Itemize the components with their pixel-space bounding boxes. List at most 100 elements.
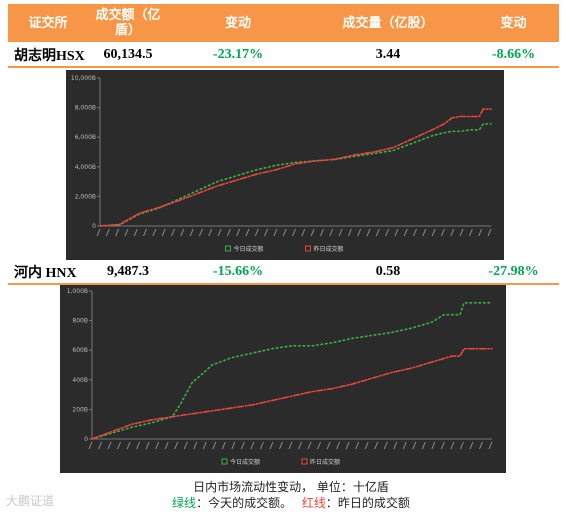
y-tick-label: 0 [84, 436, 88, 443]
series-line-yesterday [91, 347, 493, 440]
x-tick [301, 228, 306, 237]
exchange-name: 河内 HNX [14, 266, 77, 281]
x-tick [198, 228, 203, 237]
col-volume-change-header: 变动 [500, 15, 527, 31]
x-tick [264, 228, 269, 237]
legend-label: 昨日成交额 [310, 458, 340, 466]
x-tick [440, 228, 445, 237]
x-tick [468, 228, 473, 237]
x-tick [174, 441, 179, 450]
x-tick [329, 228, 334, 237]
x-tick [319, 228, 324, 237]
x-tick [440, 441, 445, 450]
y-tick-label: 10,000B [71, 75, 96, 82]
x-tick [273, 228, 278, 237]
x-tick [469, 441, 474, 450]
green-text: ：今天的成交额。 [196, 496, 293, 510]
table-header: 证交所 成交额（亿盾） 变动 成交量（亿股） 变动 [8, 4, 559, 42]
series-line-today [99, 123, 492, 227]
x-tick [115, 228, 120, 237]
caption-unit: 日内市场流动性变动， 单位：十亿盾 [193, 480, 389, 494]
x-tick [189, 228, 194, 237]
x-tick [355, 441, 360, 450]
x-tick [431, 228, 436, 237]
x-tick [240, 441, 245, 450]
x-tick [479, 441, 483, 450]
red-text: ：昨日的成交额 [325, 496, 410, 510]
x-tick [338, 228, 343, 237]
x-tick [155, 441, 160, 450]
legend-label: 今日成交额 [234, 245, 264, 253]
x-tick [105, 228, 110, 237]
x-tick [478, 228, 483, 237]
x-tick [393, 441, 398, 450]
value-change-cell: -15.66% [212, 264, 264, 279]
x-tick [152, 228, 157, 237]
x-tick [133, 228, 138, 237]
volume-cell: 3.44 [375, 47, 401, 62]
x-tick [345, 441, 350, 450]
caption-legend: 绿线：今天的成交额。 红线：昨日的成交额 [0, 494, 582, 511]
x-tick [374, 441, 379, 450]
x-tick [366, 228, 371, 237]
x-tick [459, 441, 464, 450]
x-tick [180, 228, 185, 237]
x-tick [231, 441, 236, 450]
x-tick [422, 228, 427, 237]
legend-swatch [225, 245, 231, 252]
y-tick-label: 200B [72, 406, 88, 413]
legend-swatch [221, 458, 228, 465]
y-tick-label: 400B [72, 377, 88, 384]
exchange-name: 胡志明HSX [14, 49, 85, 64]
x-tick [307, 441, 312, 450]
x-tick [394, 228, 399, 237]
x-tick [183, 441, 188, 450]
x-tick [310, 228, 315, 237]
x-tick [487, 228, 492, 237]
x-tick [412, 441, 417, 450]
value-cell: 9,487.3 [107, 264, 149, 279]
x-tick [298, 441, 302, 450]
x-tick [292, 228, 296, 237]
value-change-cell: -23.17% [212, 47, 264, 62]
x-tick [221, 441, 226, 450]
x-tick [208, 228, 213, 237]
col-value-change-header: 变动 [224, 15, 251, 31]
x-tick [288, 441, 293, 450]
x-tick [385, 228, 390, 237]
x-tick [488, 441, 493, 450]
green-label: 绿线 [172, 496, 197, 510]
col-exchange-header: 证交所 [28, 15, 68, 31]
y-tick-label: 8,000B [75, 105, 96, 112]
x-tick [357, 228, 362, 237]
hnx-chart: 0 200B 400B 600B 800B 1,000B 今日成交额 昨日成交额 [60, 285, 506, 473]
x-tick [254, 228, 259, 237]
x-tick [236, 228, 241, 237]
volume-change-cell: -27.98% [488, 264, 539, 279]
x-tick [126, 441, 131, 450]
x-tick [402, 441, 407, 450]
x-tick [250, 441, 255, 450]
y-tick-label: 0 [92, 223, 96, 230]
x-tick [88, 441, 93, 450]
legend-swatch [305, 245, 311, 252]
x-tick [96, 228, 101, 237]
x-tick [317, 441, 322, 450]
x-tick [431, 441, 436, 450]
x-tick [459, 228, 464, 237]
x-tick [450, 441, 455, 450]
value-cell: 60,134.5 [103, 47, 153, 62]
x-tick [98, 441, 102, 450]
x-tick [143, 228, 148, 237]
x-tick [124, 228, 129, 237]
legend-swatch [301, 458, 308, 465]
x-tick [117, 441, 122, 450]
y-tick-label: 600B [72, 347, 88, 354]
x-tick [226, 228, 231, 237]
watermark: 大鹏证道 [6, 494, 55, 508]
row-divider [8, 283, 559, 285]
row-divider [8, 66, 559, 68]
x-tick [347, 228, 352, 237]
x-tick [107, 441, 112, 450]
x-tick [245, 228, 250, 237]
